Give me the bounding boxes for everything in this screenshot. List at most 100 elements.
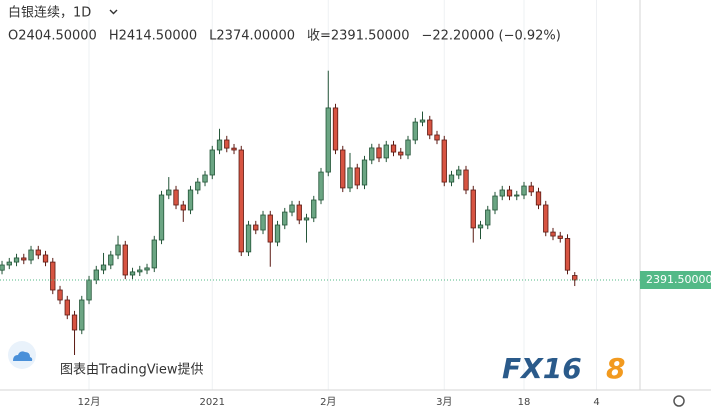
candle-body <box>231 147 237 151</box>
candle-body <box>492 195 498 211</box>
candle-body <box>311 199 317 219</box>
candle-body <box>0 264 5 271</box>
candle-body <box>514 194 520 197</box>
candle-body <box>35 249 41 256</box>
candle-body <box>289 204 295 213</box>
candle-body <box>318 171 324 201</box>
candle-body <box>282 211 288 226</box>
candle-body <box>376 147 382 159</box>
candle-body <box>325 107 331 173</box>
dropdown-chevron[interactable] <box>109 9 118 15</box>
candle-body <box>129 271 136 276</box>
candle-body <box>340 149 346 189</box>
candle-body <box>470 189 476 229</box>
candle-body <box>100 264 107 271</box>
candle-body <box>260 214 266 231</box>
logo-accent: 8 <box>606 352 625 385</box>
candle-body <box>21 257 27 261</box>
ohlc-value: L2374.00000 <box>209 29 295 44</box>
candle-body <box>79 299 85 331</box>
candle-body <box>187 189 194 211</box>
x-tick-label: 2021 <box>200 397 225 408</box>
candle-body <box>499 189 505 197</box>
ohlc-value: −22.20000 (−0.92%) <box>421 29 560 44</box>
candle-body <box>419 119 426 123</box>
candle-body <box>463 169 469 191</box>
candle-body <box>354 167 360 186</box>
candle-body <box>93 269 99 281</box>
candle-body <box>42 254 49 263</box>
candle-body <box>485 209 491 226</box>
candle-body <box>71 314 78 331</box>
candle-body <box>477 224 484 229</box>
candle-body <box>521 185 527 196</box>
candle-body <box>173 189 179 206</box>
candle-body <box>274 224 281 243</box>
candle-body <box>405 139 411 156</box>
candle-body <box>398 151 404 156</box>
logo-main: FX16 <box>502 352 582 385</box>
candle-body <box>108 254 114 266</box>
candle-body <box>166 189 172 196</box>
candle-body <box>528 185 534 193</box>
symbol-title[interactable]: 白银连续，1D <box>8 5 91 21</box>
last-price-box <box>640 271 711 289</box>
candle-body <box>303 217 310 221</box>
candle-body <box>448 174 455 183</box>
ohlc-value: 收=2391.50000 <box>307 29 409 44</box>
candle-body <box>57 289 63 301</box>
candle-body <box>412 121 418 141</box>
candle-body <box>209 149 215 176</box>
ohlc-value: O2404.50000 <box>8 29 97 44</box>
ohlc-value: H2414.50000 <box>109 29 197 44</box>
candle-body <box>564 238 571 271</box>
candle-body <box>137 269 143 273</box>
candle-body <box>543 204 549 233</box>
candle-body <box>28 249 34 261</box>
candle-body <box>572 275 578 281</box>
candle-body <box>224 139 230 149</box>
candle-body <box>86 279 92 301</box>
x-tick-label: 12月 <box>78 396 101 408</box>
candle-body <box>6 261 12 266</box>
watermark[interactable]: 图表由TradingView提供 <box>60 362 204 378</box>
candle-body <box>202 174 208 183</box>
candle-body <box>64 299 70 316</box>
candle-body <box>557 235 563 239</box>
x-tick-label: 3月 <box>436 396 452 408</box>
candle-body <box>253 224 259 231</box>
candle-body <box>383 144 389 159</box>
candle-body <box>115 244 121 256</box>
candle-body <box>390 144 397 153</box>
candle-body <box>151 239 157 269</box>
candle-body <box>216 139 223 151</box>
candle-body <box>347 167 353 189</box>
candle-body <box>332 107 339 151</box>
x-tick-label: 4 <box>593 397 599 408</box>
candle-body <box>158 194 165 241</box>
candle-body <box>369 147 375 161</box>
candle-body <box>144 267 150 271</box>
candle-body <box>195 181 201 191</box>
candle-body <box>267 214 273 243</box>
candle-body <box>434 134 440 141</box>
last-price-label: 2391.50000 <box>646 273 711 286</box>
candle-body <box>456 169 462 176</box>
x-tick-label: 18 <box>518 397 531 408</box>
candle-body <box>245 224 252 253</box>
settings-gear[interactable] <box>673 395 685 407</box>
candle-body <box>535 191 542 206</box>
candle-body <box>550 231 556 237</box>
x-tick-label: 2月 <box>320 396 336 408</box>
candle-body <box>180 204 186 211</box>
candle-body <box>50 261 56 291</box>
candle-body <box>427 119 433 136</box>
candle-body <box>361 159 368 186</box>
candle-body <box>296 204 302 221</box>
candle-body <box>238 149 244 253</box>
candle-body <box>122 244 128 276</box>
candle-body <box>13 257 20 263</box>
settings-icon[interactable] <box>673 395 685 407</box>
